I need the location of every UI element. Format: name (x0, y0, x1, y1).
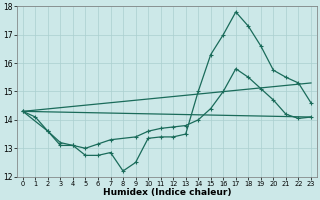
X-axis label: Humidex (Indice chaleur): Humidex (Indice chaleur) (103, 188, 231, 197)
